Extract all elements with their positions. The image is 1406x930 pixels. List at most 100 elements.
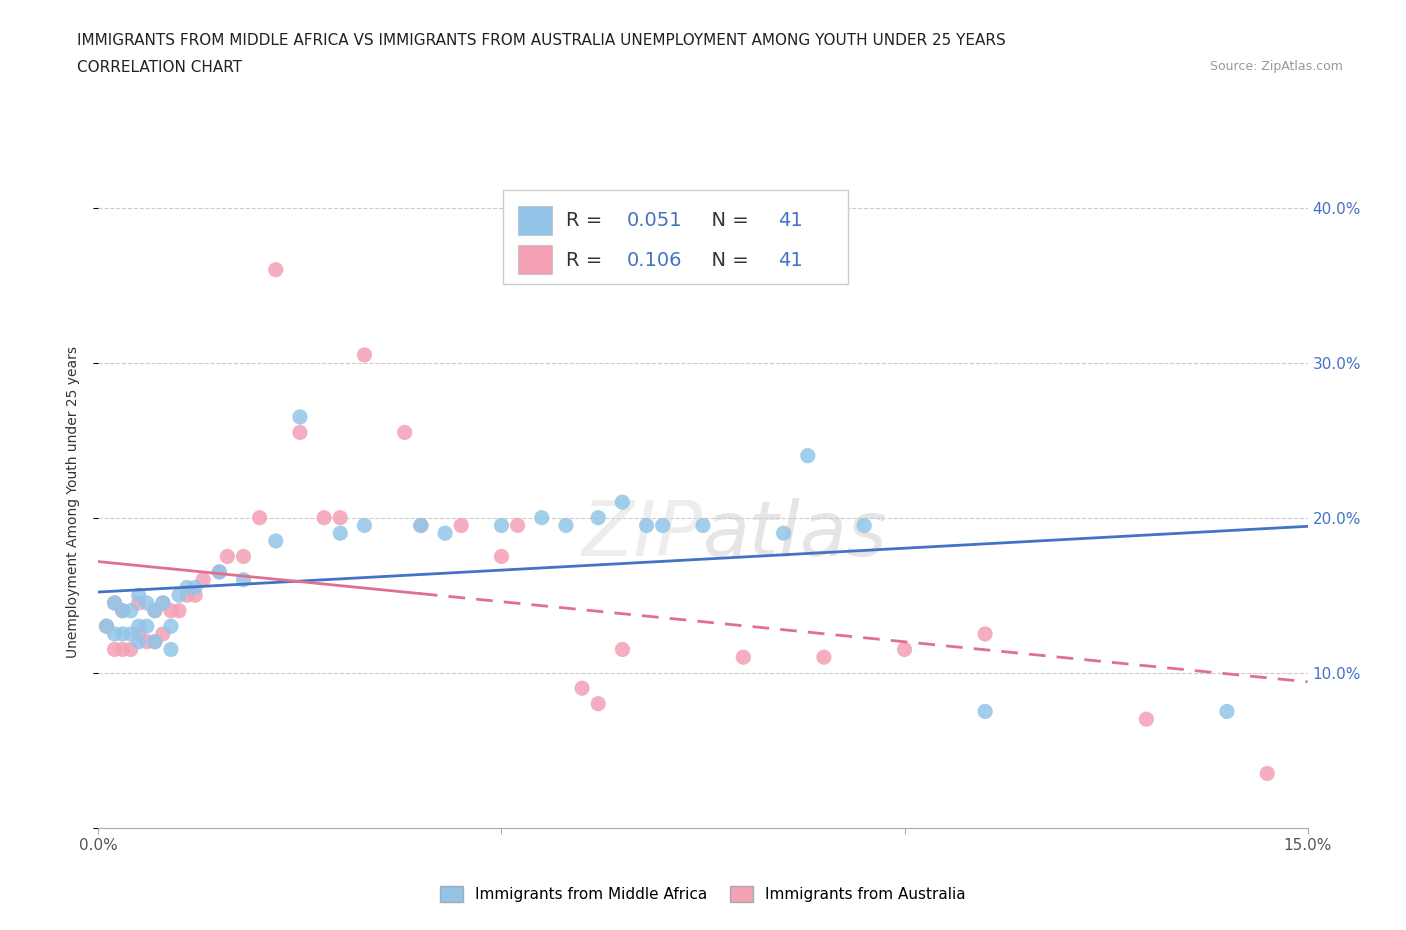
Point <box>128 595 150 610</box>
Point <box>353 348 375 363</box>
Point <box>692 518 714 533</box>
Bar <box>517 246 553 274</box>
Point <box>184 588 207 603</box>
Text: atlas: atlas <box>703 498 887 572</box>
Text: 0.106: 0.106 <box>627 250 682 270</box>
Point <box>103 642 125 657</box>
Point <box>409 518 432 533</box>
Point <box>111 627 134 642</box>
Text: R =: R = <box>567 211 609 230</box>
Text: CORRELATION CHART: CORRELATION CHART <box>77 60 242 75</box>
Text: 41: 41 <box>778 211 803 230</box>
Point <box>409 518 432 533</box>
Point <box>1135 711 1157 726</box>
Point <box>288 409 311 424</box>
Point <box>128 634 150 649</box>
Point <box>491 549 513 564</box>
Point <box>353 518 375 533</box>
Point <box>555 518 578 533</box>
Point <box>167 588 190 603</box>
Point <box>232 572 254 587</box>
Point <box>853 518 876 533</box>
Point <box>249 511 271 525</box>
Point <box>193 572 215 587</box>
Point <box>232 549 254 564</box>
Point <box>120 627 142 642</box>
Point <box>264 534 287 549</box>
Point <box>111 604 134 618</box>
Y-axis label: Unemployment Among Youth under 25 years: Unemployment Among Youth under 25 years <box>66 346 80 658</box>
Text: ZIP: ZIP <box>582 498 703 572</box>
Point <box>152 627 174 642</box>
Point <box>813 650 835 665</box>
Point <box>152 595 174 610</box>
Point <box>636 518 658 533</box>
Point <box>264 262 287 277</box>
Point <box>103 595 125 610</box>
Point <box>160 604 183 618</box>
Point <box>217 549 239 564</box>
Point <box>160 618 183 633</box>
Point <box>208 565 231 579</box>
Point <box>530 511 553 525</box>
Point <box>329 511 352 525</box>
Point <box>167 604 190 618</box>
Point <box>651 518 673 533</box>
Point <box>120 642 142 657</box>
Point <box>143 604 166 618</box>
Text: N =: N = <box>699 250 755 270</box>
Point <box>1256 766 1278 781</box>
Point <box>394 425 416 440</box>
Point <box>176 580 198 595</box>
Point <box>974 704 997 719</box>
Point <box>111 604 134 618</box>
Point <box>152 595 174 610</box>
Point <box>491 518 513 533</box>
Point <box>208 565 231 579</box>
Point <box>329 525 352 540</box>
Text: R =: R = <box>567 250 609 270</box>
Text: 0.051: 0.051 <box>627 211 682 230</box>
Point <box>434 525 457 540</box>
Point <box>1216 704 1239 719</box>
Point <box>733 650 755 665</box>
Text: Source: ZipAtlas.com: Source: ZipAtlas.com <box>1209 60 1343 73</box>
FancyBboxPatch shape <box>503 190 848 285</box>
Point <box>612 642 634 657</box>
Point <box>103 595 125 610</box>
Point <box>128 618 150 633</box>
Point <box>974 627 997 642</box>
Bar <box>517 206 553 235</box>
Point <box>111 642 134 657</box>
Text: IMMIGRANTS FROM MIDDLE AFRICA VS IMMIGRANTS FROM AUSTRALIA UNEMPLOYMENT AMONG YO: IMMIGRANTS FROM MIDDLE AFRICA VS IMMIGRA… <box>77 33 1007 47</box>
Text: N =: N = <box>699 211 755 230</box>
Point <box>135 634 157 649</box>
Point <box>571 681 593 696</box>
Point <box>772 525 794 540</box>
Point <box>128 627 150 642</box>
Point <box>135 595 157 610</box>
Text: 41: 41 <box>778 250 803 270</box>
Point <box>288 425 311 440</box>
Point <box>160 642 183 657</box>
Point <box>143 634 166 649</box>
Point <box>135 618 157 633</box>
Point <box>103 627 125 642</box>
Point <box>314 511 336 525</box>
Point <box>586 511 609 525</box>
Point <box>143 634 166 649</box>
Point <box>586 697 609 711</box>
Point <box>893 642 915 657</box>
Point <box>96 618 118 633</box>
Legend: Immigrants from Middle Africa, Immigrants from Australia: Immigrants from Middle Africa, Immigrant… <box>434 880 972 909</box>
Point <box>450 518 472 533</box>
Point <box>128 588 150 603</box>
Point <box>184 580 207 595</box>
Point <box>176 588 198 603</box>
Point <box>797 448 820 463</box>
Point <box>143 604 166 618</box>
Point <box>506 518 529 533</box>
Point <box>96 618 118 633</box>
Point <box>120 604 142 618</box>
Point <box>612 495 634 510</box>
